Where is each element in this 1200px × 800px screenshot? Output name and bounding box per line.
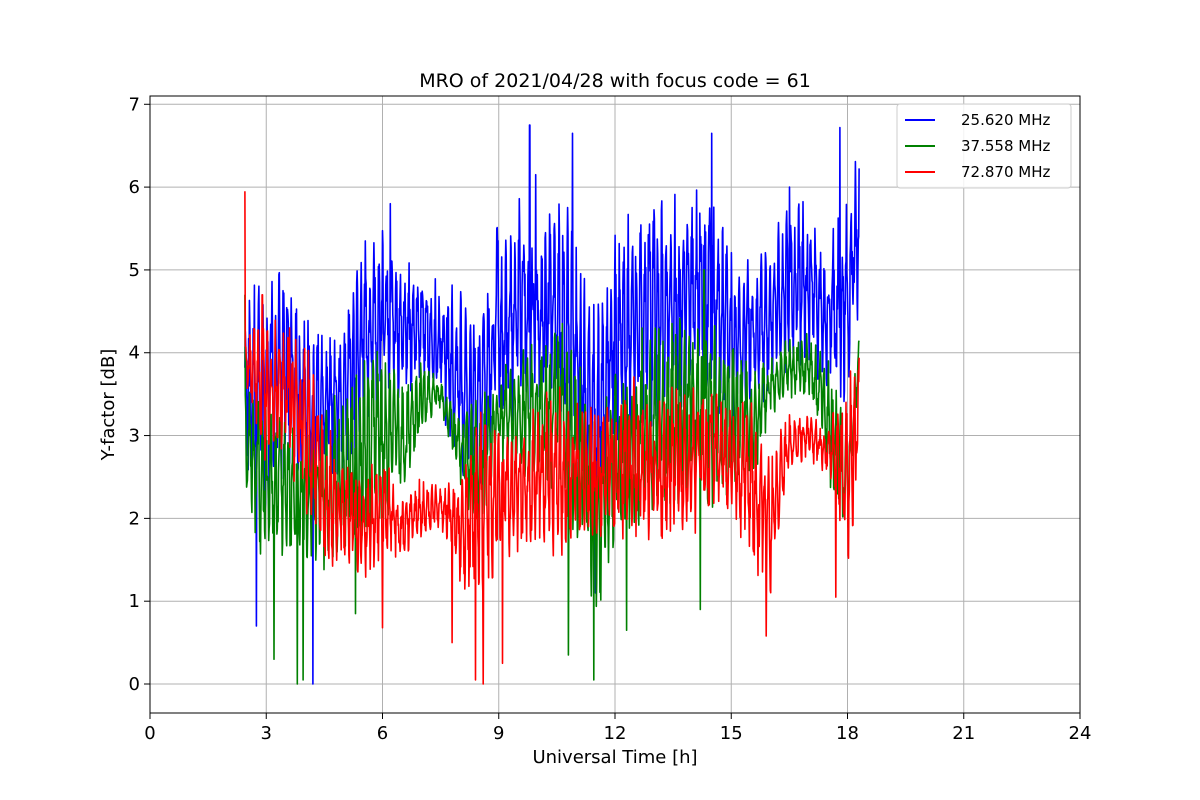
x-tick-label: 15 [720,723,743,744]
x-tick-label: 24 [1069,723,1092,744]
y-tick-label: 1 [129,591,140,612]
series-line-0 [244,124,860,685]
y-tick-label: 3 [129,426,140,447]
y-tick-label: 5 [129,260,140,281]
legend-box [896,103,1072,189]
x-tick-label: 21 [952,723,975,744]
legend: 25.620 MHz 37.558 MHz 72.870 MHz [896,103,1072,189]
y-tick-label: 4 [129,343,140,364]
x-tick-label: 18 [836,723,859,744]
x-tick-label: 3 [261,723,272,744]
y-tick-label: 7 [129,94,140,115]
legend-label: 25.620 MHz [961,111,1050,129]
legend-label: 37.558 MHz [961,137,1050,155]
chart-title: MRO of 2021/04/28 with focus code = 61 [419,70,811,92]
y-tick-label: 6 [129,177,140,198]
x-tick-label: 0 [144,723,155,744]
y-tick-label: 2 [129,508,140,529]
x-axis-label: Universal Time [h] [532,747,697,768]
series-layer [244,124,860,685]
y-tick-label: 0 [129,674,140,695]
x-tick-label: 6 [377,723,388,744]
x-tick-label: 9 [493,723,504,744]
x-tick-label: 12 [604,723,627,744]
y-axis-label: Y-factor [dB] [98,349,119,462]
series-line-2 [244,191,860,685]
legend-label: 72.870 MHz [961,163,1050,181]
